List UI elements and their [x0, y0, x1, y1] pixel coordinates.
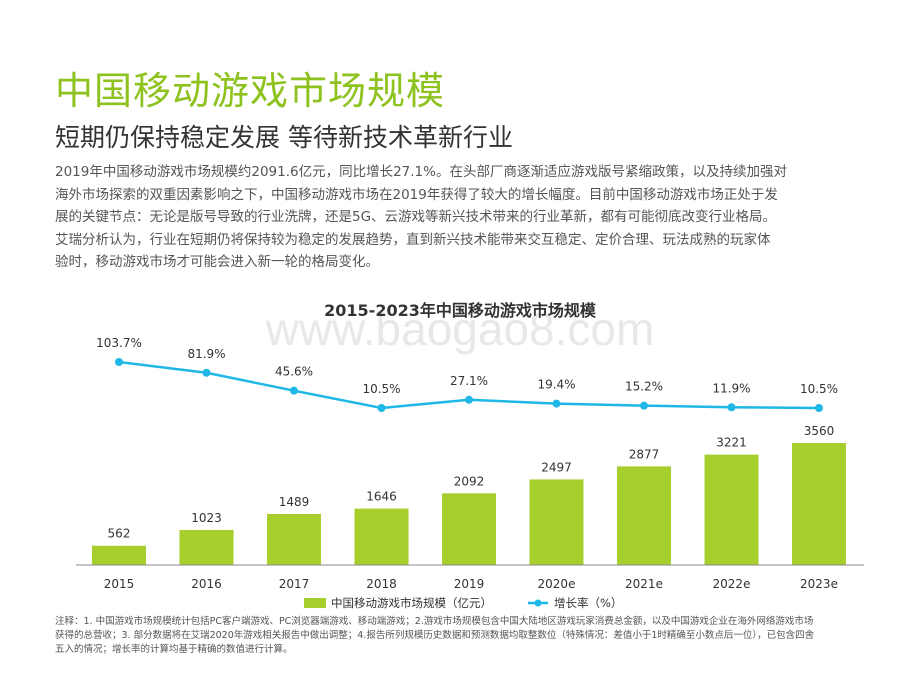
- legend-bar-label: 中国移动游戏市场规模（亿元）: [331, 596, 492, 610]
- bar-value-label: 3560: [804, 424, 835, 438]
- bar-value-label: 1489: [279, 495, 310, 509]
- bar-value-label: 2497: [541, 460, 572, 474]
- description-line: 2019年中国移动游戏市场规模约2091.6亿元，同比增长27.1%。在头部厂商…: [55, 164, 787, 180]
- bar-2016: [179, 529, 234, 565]
- page-subtitle: 短期仍保持稳定发展 等待新技术革新行业: [55, 123, 513, 152]
- description: 2019年中国移动游戏市场规模约2091.6亿元，同比增长27.1%。在头部厂商…: [55, 161, 885, 274]
- growth-rate-label: 103.7%: [96, 336, 142, 350]
- bar-value-label: 2092: [454, 474, 485, 488]
- growth-rate-point: [377, 404, 386, 412]
- x-tick-label: 2017: [279, 577, 310, 591]
- bar-2018: [354, 508, 409, 565]
- chart-title: 2015-2023年中国移动游戏市场规模: [324, 301, 597, 320]
- growth-rate-label: 45.6%: [275, 365, 313, 379]
- x-tick-label: 2021e: [625, 577, 663, 591]
- growth-rate-point: [640, 401, 648, 410]
- description-line: 艾瑞分析认为，行业在短期仍将保持较为稳定的发展趋势，直到新兴技术能带来交互稳定、…: [55, 231, 771, 248]
- x-tick-label: 2022e: [713, 577, 751, 591]
- legend: 中国移动游戏市场规模（亿元） 增长率（%）: [304, 596, 622, 610]
- bar-value-label: 3221: [716, 436, 747, 450]
- bar-2017: [267, 513, 321, 565]
- growth-rate-label: 11.9%: [712, 381, 750, 395]
- page-title: 中国移动游戏市场规模: [55, 69, 446, 113]
- legend-line-label: 增长率（%）: [554, 596, 622, 610]
- growth-rate-point: [727, 403, 736, 412]
- legend-line-marker: [534, 599, 542, 607]
- x-tick-label: 2015: [104, 577, 135, 591]
- growth-rate-label: 15.2%: [625, 380, 663, 394]
- bar-value-label: 1646: [366, 490, 397, 504]
- x-tick-label: 2019: [454, 577, 485, 591]
- bar-2020e: [529, 479, 584, 565]
- bar-value-label: 2877: [629, 447, 660, 461]
- growth-rate-point: [202, 368, 211, 377]
- x-tick-label: 2020e: [538, 577, 576, 591]
- growth-rate-label: 27.1%: [450, 374, 488, 388]
- description-line: 验时，移动游戏市场才可能会进入新一轮的格局变化。: [55, 254, 379, 270]
- footnote-line: 注释：1. 中国游戏市场规模统计包括PC客户端游戏、PC浏览器端游戏、移动端游戏…: [55, 616, 814, 627]
- footnote-line: 五入的情况；增长率的计算均基于精确的数值进行计算。: [55, 644, 293, 655]
- growth-rate-point: [290, 386, 298, 395]
- description-line: 海外市场探索的双重因素影响之下，中国移动游戏市场在2019年获得了较大的增长幅度…: [55, 186, 778, 203]
- growth-rate-label: 10.5%: [800, 382, 838, 396]
- bar-value-label: 1023: [191, 511, 222, 525]
- growth-rate-label: 19.4%: [537, 378, 575, 392]
- footnote-line: 获得的总营收；3. 部分数据将在艾瑞2020年游戏相关报告中做出调整；4.报告所…: [55, 630, 815, 641]
- x-tick-label: 2023e: [800, 577, 838, 591]
- bar-2019: [442, 493, 496, 565]
- growth-rate-point: [465, 395, 473, 404]
- bar-value-label: 562: [108, 527, 131, 541]
- bar-2022e: [704, 454, 759, 565]
- footnote: 注释：1. 中国游戏市场规模统计包括PC客户端游戏、PC浏览器端游戏、移动端游戏…: [55, 615, 885, 657]
- bar-2015: [92, 545, 146, 565]
- watermark: www.baogao8.com: [265, 303, 655, 355]
- x-tick-label: 2018: [366, 577, 397, 591]
- bar-2021e: [617, 466, 671, 565]
- growth-rate-point: [815, 404, 823, 412]
- growth-rate-label: 10.5%: [362, 382, 400, 396]
- legend-bar-swatch: [304, 598, 326, 608]
- growth-rate-point: [552, 399, 561, 408]
- bar-2023e: [792, 443, 846, 565]
- growth-rate-point: [115, 358, 123, 366]
- growth-rate-label: 81.9%: [187, 347, 225, 361]
- description-line: 展的关键节点：无论是版号导致的行业洗牌，还是5G、云游戏等新兴技术带来的行业革新…: [55, 209, 777, 225]
- x-tick-label: 2016: [191, 577, 222, 591]
